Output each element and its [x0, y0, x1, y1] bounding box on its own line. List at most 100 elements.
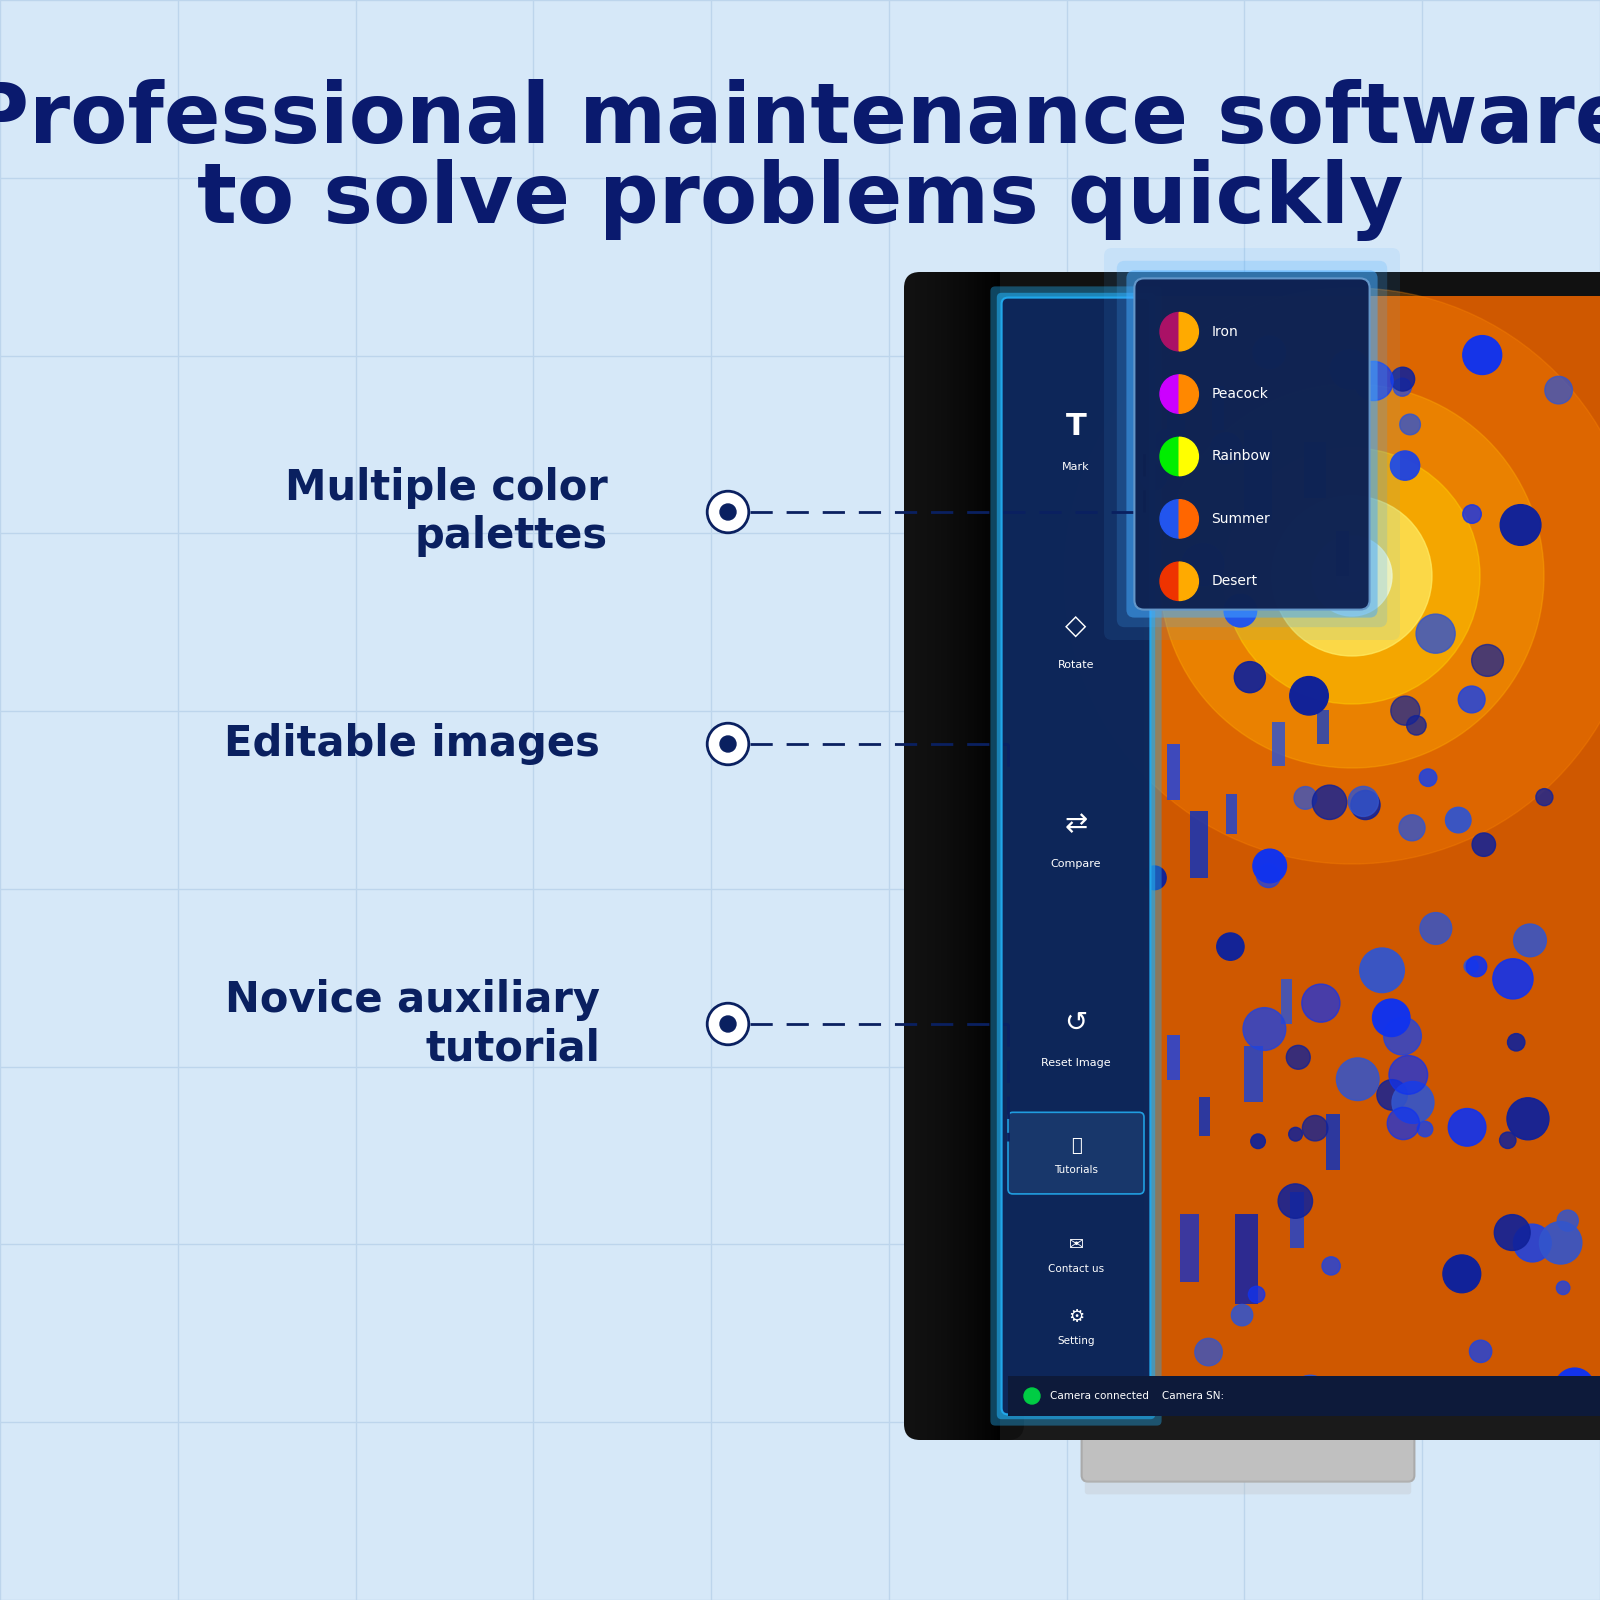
- Circle shape: [1464, 960, 1478, 973]
- Circle shape: [1248, 1286, 1266, 1302]
- Circle shape: [1064, 288, 1600, 864]
- Bar: [1144, 296, 1600, 1416]
- Bar: [915, 272, 918, 1440]
- Wedge shape: [1179, 562, 1198, 600]
- Circle shape: [1406, 715, 1426, 734]
- Circle shape: [1398, 814, 1426, 842]
- Circle shape: [1272, 496, 1432, 656]
- Circle shape: [1224, 594, 1256, 627]
- Text: Summer: Summer: [1211, 512, 1270, 526]
- Bar: [986, 272, 989, 1440]
- Text: ⇄: ⇄: [1064, 810, 1088, 838]
- Circle shape: [1418, 1122, 1432, 1138]
- Circle shape: [1445, 808, 1470, 834]
- Circle shape: [1419, 770, 1437, 787]
- Circle shape: [1360, 949, 1405, 992]
- Text: Editable images: Editable images: [224, 723, 600, 765]
- Circle shape: [1392, 1082, 1434, 1123]
- Bar: [1290, 1192, 1304, 1248]
- Bar: [1304, 442, 1326, 498]
- Bar: [1272, 722, 1285, 766]
- Circle shape: [1462, 336, 1502, 374]
- Circle shape: [1312, 786, 1347, 819]
- Text: Reset Image: Reset Image: [1042, 1058, 1110, 1067]
- Text: Contact us: Contact us: [1048, 1264, 1104, 1274]
- Bar: [1166, 1035, 1181, 1080]
- Circle shape: [1546, 376, 1573, 403]
- Wedge shape: [1160, 499, 1179, 538]
- Bar: [912, 272, 915, 1440]
- Bar: [1198, 1098, 1210, 1136]
- FancyBboxPatch shape: [1082, 1434, 1414, 1482]
- Text: Camera connected    Camera SN:: Camera connected Camera SN:: [1050, 1390, 1224, 1402]
- Circle shape: [1507, 1098, 1549, 1139]
- Bar: [965, 272, 968, 1440]
- Circle shape: [1216, 933, 1245, 960]
- Circle shape: [1443, 1254, 1480, 1293]
- Wedge shape: [1160, 312, 1179, 350]
- Circle shape: [707, 491, 749, 533]
- Text: Peacock: Peacock: [1211, 387, 1269, 402]
- Text: Desert: Desert: [1211, 574, 1258, 589]
- Bar: [950, 272, 954, 1440]
- Circle shape: [1234, 661, 1266, 693]
- Bar: [1008, 272, 1600, 312]
- Circle shape: [1472, 645, 1504, 677]
- Bar: [947, 272, 950, 1440]
- Circle shape: [707, 723, 749, 765]
- Circle shape: [1253, 850, 1286, 883]
- Bar: [1008, 1376, 1600, 1416]
- Bar: [920, 272, 1600, 1440]
- Bar: [1166, 744, 1181, 800]
- Bar: [1245, 430, 1272, 520]
- Bar: [971, 272, 973, 1440]
- Circle shape: [1232, 1304, 1253, 1326]
- Circle shape: [1336, 1058, 1379, 1101]
- Bar: [1326, 1114, 1341, 1170]
- Circle shape: [1322, 1256, 1341, 1275]
- Text: ◇: ◇: [1066, 611, 1086, 640]
- Circle shape: [720, 736, 736, 752]
- Circle shape: [1494, 1214, 1530, 1251]
- Circle shape: [1557, 1210, 1578, 1230]
- Bar: [1317, 710, 1328, 744]
- Circle shape: [707, 1003, 749, 1045]
- Text: Mark: Mark: [1062, 461, 1090, 472]
- Text: Setting: Setting: [1058, 1336, 1094, 1346]
- Circle shape: [1160, 384, 1544, 768]
- Circle shape: [1195, 1338, 1222, 1366]
- Bar: [1144, 296, 1600, 1416]
- Bar: [1166, 397, 1186, 464]
- Text: Professional maintenance software: Professional maintenance software: [0, 80, 1600, 160]
- Bar: [954, 272, 955, 1440]
- Circle shape: [1416, 614, 1454, 653]
- Bar: [958, 272, 962, 1440]
- Circle shape: [1294, 787, 1317, 810]
- Circle shape: [1024, 1387, 1040, 1405]
- Wedge shape: [1179, 312, 1198, 350]
- Circle shape: [1312, 536, 1392, 616]
- FancyBboxPatch shape: [1134, 278, 1370, 610]
- Circle shape: [1458, 686, 1485, 714]
- Bar: [982, 272, 986, 1440]
- Wedge shape: [1179, 437, 1198, 475]
- Text: T: T: [1066, 413, 1086, 442]
- Bar: [979, 272, 982, 1440]
- Circle shape: [1419, 912, 1451, 944]
- Circle shape: [1394, 378, 1411, 397]
- Circle shape: [1256, 864, 1280, 888]
- Circle shape: [1469, 1341, 1491, 1363]
- Circle shape: [1288, 1128, 1302, 1141]
- Circle shape: [1141, 464, 1166, 490]
- Bar: [923, 272, 926, 1440]
- FancyBboxPatch shape: [1126, 270, 1378, 618]
- Text: ✉: ✉: [1069, 1237, 1083, 1254]
- Circle shape: [1539, 1222, 1582, 1264]
- Bar: [1280, 979, 1293, 1024]
- Bar: [926, 272, 930, 1440]
- Bar: [973, 272, 976, 1440]
- Text: ⚙: ⚙: [1067, 1309, 1085, 1326]
- Bar: [1245, 1046, 1262, 1102]
- Circle shape: [1400, 414, 1421, 435]
- Circle shape: [1557, 1282, 1570, 1294]
